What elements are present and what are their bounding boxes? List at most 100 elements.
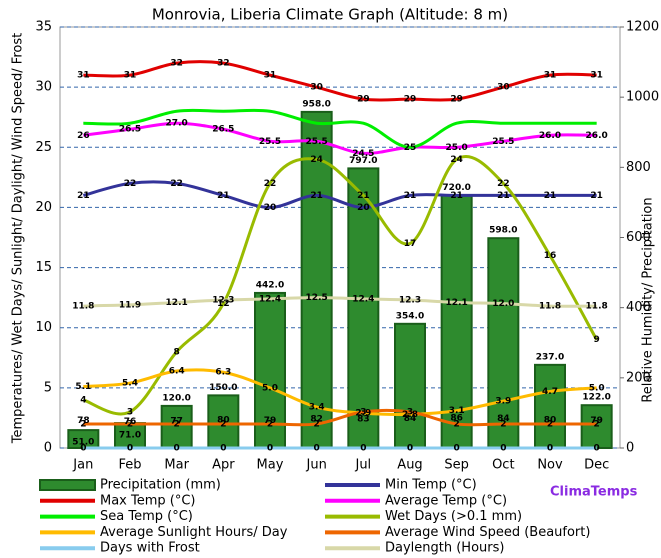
legend-label: Daylength (Hours) xyxy=(385,541,504,556)
legend-label: Wet Days (>0.1 mm) xyxy=(385,509,522,524)
y-tick-label: 20 xyxy=(35,200,52,215)
data-label: 3.4 xyxy=(309,403,325,413)
data-label: 0 xyxy=(314,444,320,454)
data-label: 25.5 xyxy=(259,137,281,147)
data-label: 2.9 xyxy=(355,409,371,419)
data-label: 442.0 xyxy=(256,280,284,290)
data-label: 21 xyxy=(310,191,323,201)
bar xyxy=(347,167,380,449)
data-label: 24 xyxy=(450,155,463,165)
data-label: 0 xyxy=(454,444,460,454)
bar xyxy=(254,291,286,449)
y-tick-label: 15 xyxy=(35,260,52,275)
data-label: 11.8 xyxy=(539,302,561,312)
data-label: 17 xyxy=(404,239,417,249)
data-label: 25.5 xyxy=(306,137,328,147)
y2-tick-label: 600 xyxy=(626,230,651,245)
data-label: 12.4 xyxy=(259,294,281,304)
data-label: 30 xyxy=(310,83,323,93)
data-label: 31 xyxy=(264,71,277,81)
humidity-label: 84 xyxy=(404,414,417,424)
data-label: 11.8 xyxy=(72,302,94,312)
x-tick-label: Mar xyxy=(164,458,189,473)
data-label: 2 xyxy=(500,419,506,429)
data-label: 237.0 xyxy=(536,352,564,362)
data-label: 31 xyxy=(544,71,557,81)
y2-tick-label: 200 xyxy=(626,370,651,385)
line xyxy=(83,108,597,149)
data-label: 6.4 xyxy=(169,367,185,377)
data-label: 2 xyxy=(454,419,460,429)
brand: ClimaTemps xyxy=(550,485,638,500)
data-label: 11.8 xyxy=(586,302,608,312)
x-tick-label: Apr xyxy=(212,458,235,473)
data-label: 26.0 xyxy=(539,131,561,141)
data-label: 25 xyxy=(404,143,417,153)
data-label: 22 xyxy=(170,179,183,189)
data-label: 2 xyxy=(267,419,273,429)
data-label: 31 xyxy=(590,71,603,81)
data-label: 26.5 xyxy=(212,125,234,135)
data-label: 4.7 xyxy=(542,387,558,397)
data-label: 3 xyxy=(127,407,133,417)
bar xyxy=(300,110,333,449)
data-label: 24 xyxy=(310,155,323,165)
bar xyxy=(534,363,566,450)
legend-label: Precipitation (mm) xyxy=(100,478,221,493)
data-label: 354.0 xyxy=(396,311,424,321)
data-label: 29 xyxy=(357,95,370,105)
y2-tick-label: 400 xyxy=(626,300,651,315)
y2-axis-title: Relative Humidity/ Precipitation xyxy=(641,197,656,402)
bar xyxy=(114,422,146,449)
humidity-label: 83 xyxy=(357,414,370,424)
data-label: 5.0 xyxy=(589,383,605,393)
data-label: 2 xyxy=(80,419,86,429)
data-label: 720.0 xyxy=(442,183,470,193)
bar xyxy=(487,237,520,449)
data-label: 31 xyxy=(124,71,137,81)
data-label: 25.5 xyxy=(492,137,514,147)
data-label: 51.0 xyxy=(72,438,94,448)
data-label: 21 xyxy=(450,191,463,201)
data-label: 22 xyxy=(497,179,510,189)
data-label: 12.5 xyxy=(306,293,328,303)
data-label: 29 xyxy=(450,95,463,105)
data-label: 150.0 xyxy=(209,383,237,393)
data-label: 9 xyxy=(594,335,600,345)
data-label: 21 xyxy=(590,191,603,201)
data-label: 32 xyxy=(170,59,183,69)
data-label: 2 xyxy=(547,419,553,429)
data-label: 2 xyxy=(594,419,600,429)
data-label: 6.3 xyxy=(215,368,231,378)
line xyxy=(83,296,597,308)
data-label: 958.0 xyxy=(302,99,330,109)
data-label: 32 xyxy=(217,59,230,69)
legend-label: Sea Temp (°C) xyxy=(100,509,193,524)
y-axis-title: Temperatures/ Wet Days/ Sunlight/ Daylig… xyxy=(11,33,26,444)
legend-label: Average Wind Speed (Beaufort) xyxy=(385,525,590,540)
humidity-label: 79 xyxy=(590,416,603,426)
data-label: 2 xyxy=(314,419,320,429)
x-tick-label: Aug xyxy=(397,458,422,473)
bar xyxy=(440,194,473,449)
humidity-label: 77 xyxy=(170,416,183,426)
data-label: 22 xyxy=(124,179,137,189)
y2-tick-label: 800 xyxy=(626,160,651,175)
data-label: 0 xyxy=(80,444,86,454)
data-label: 122.0 xyxy=(582,393,610,403)
data-label: 31 xyxy=(77,71,90,81)
legend-swatch xyxy=(39,479,96,491)
data-label: 5.1 xyxy=(75,382,91,392)
data-label: 0 xyxy=(407,444,413,454)
x-tick-label: May xyxy=(257,458,284,473)
humidity-label: 76 xyxy=(124,417,137,427)
humidity-label: 84 xyxy=(497,414,510,424)
line xyxy=(82,154,598,416)
humidity-label: 79 xyxy=(264,416,277,426)
x-tick-label: Sep xyxy=(444,458,469,473)
data-label: 12 xyxy=(217,299,230,309)
y2-tick-label: 0 xyxy=(626,441,634,456)
humidity-label: 86 xyxy=(450,413,463,423)
